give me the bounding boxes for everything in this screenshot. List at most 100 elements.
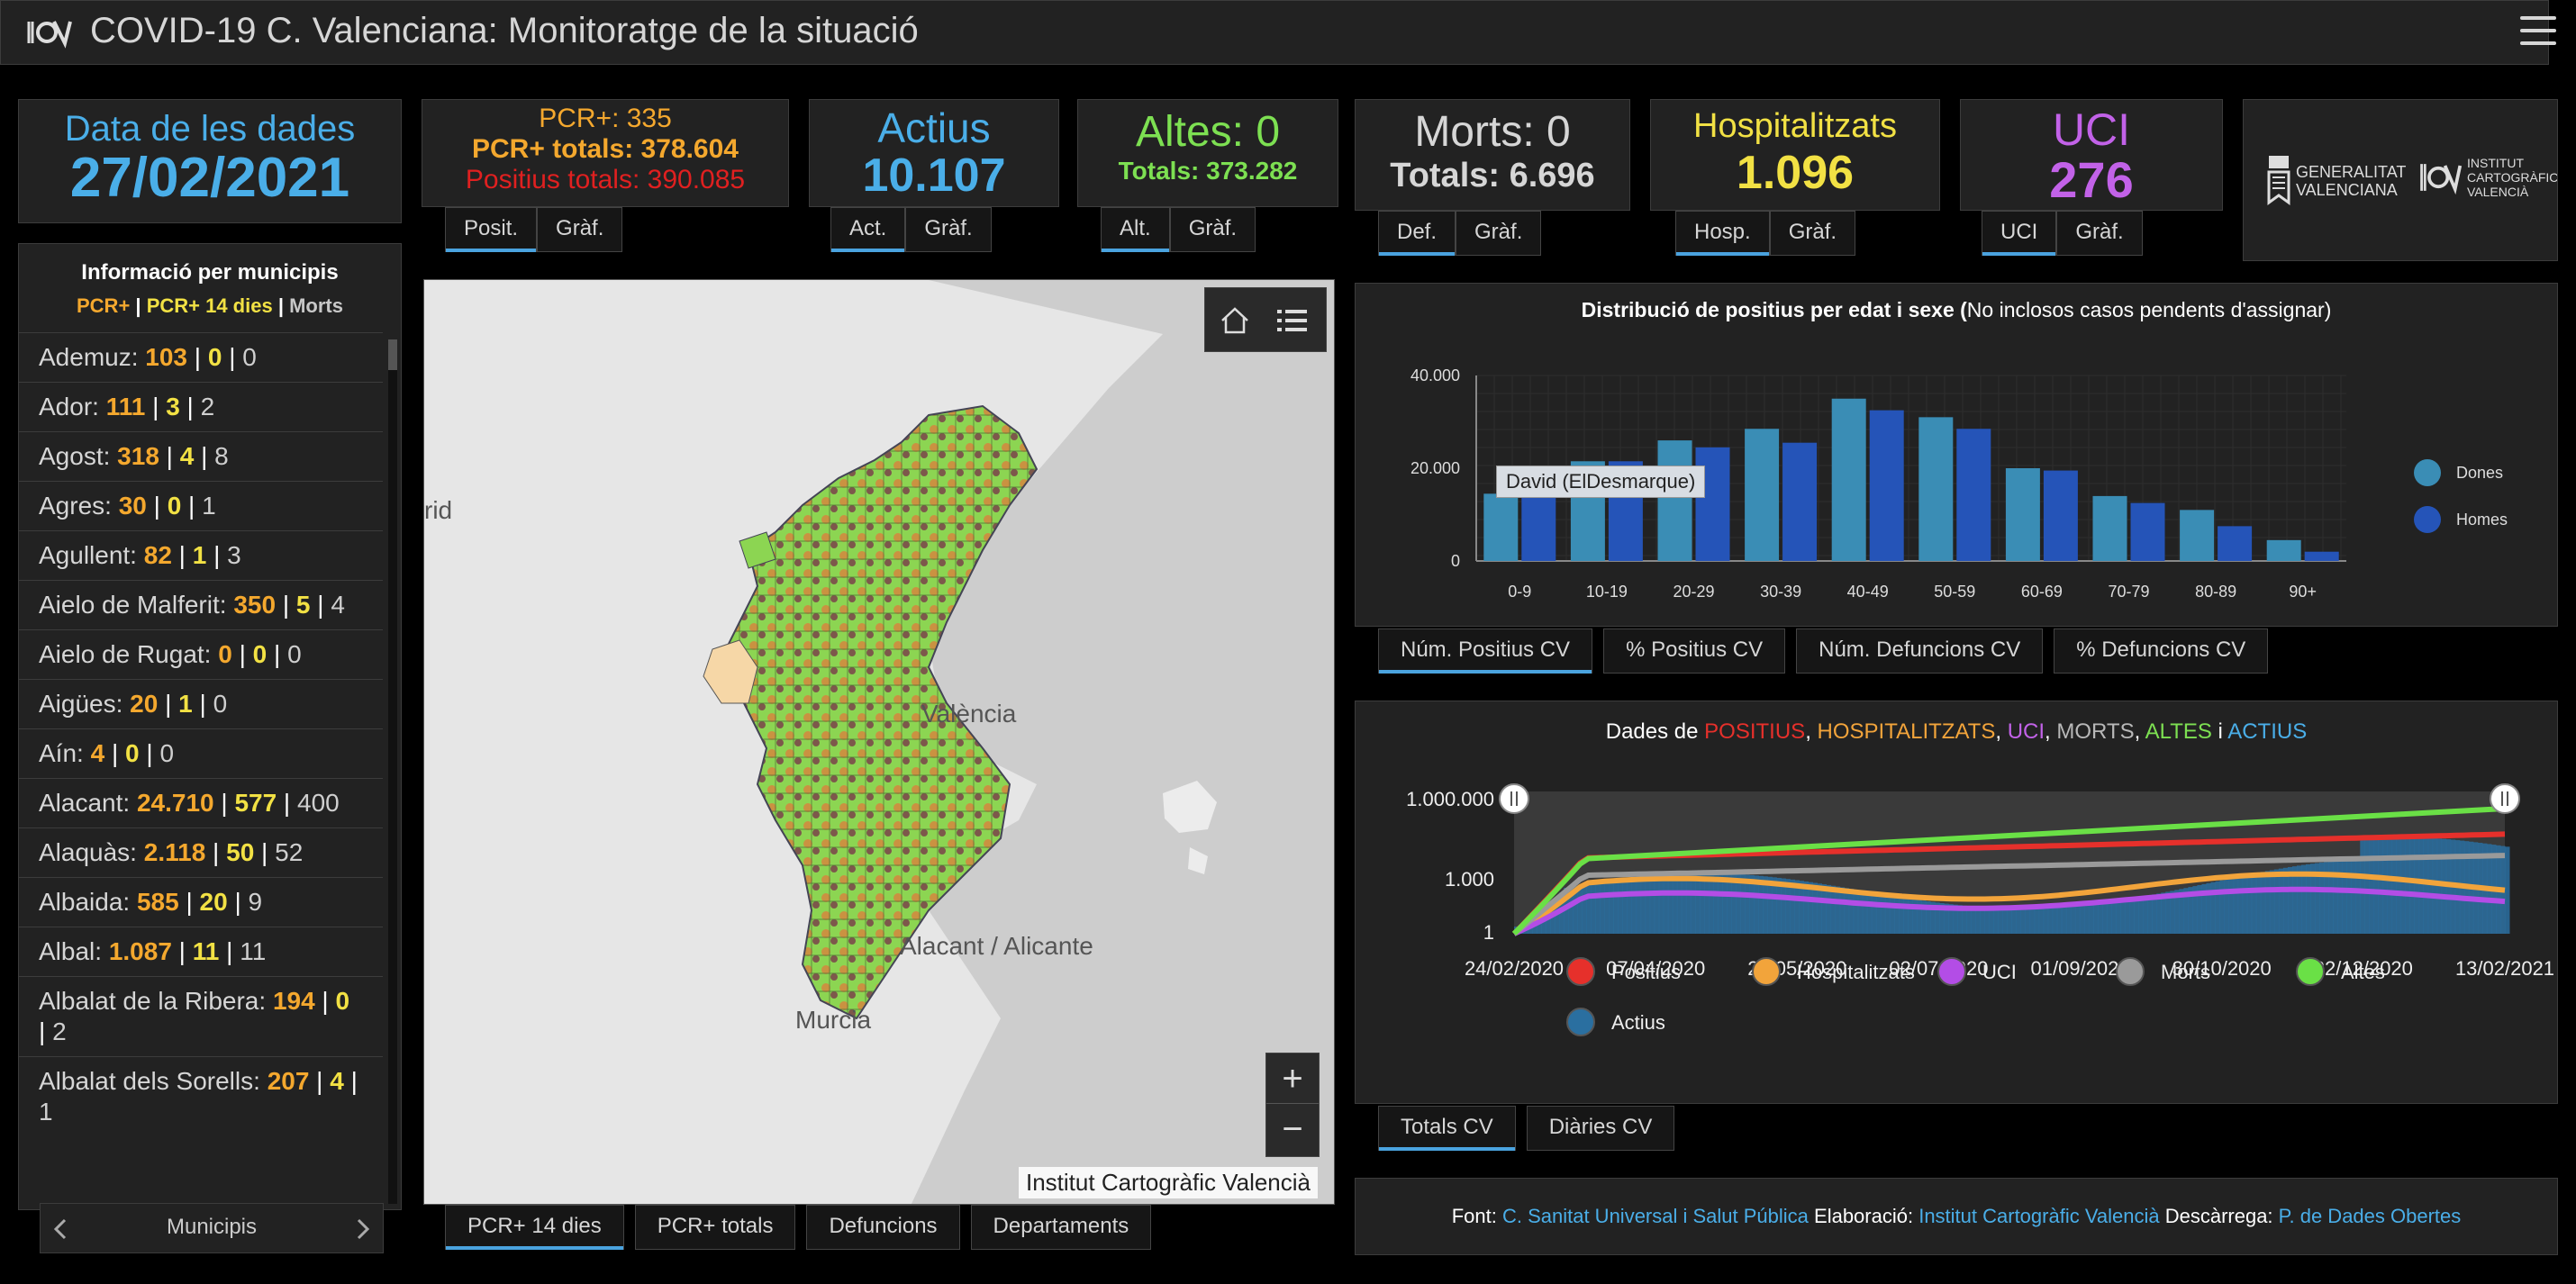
- tab-uci[interactable]: UCI: [1982, 211, 2057, 256]
- footer-desc-link[interactable]: P. de Dades Obertes: [2278, 1205, 2462, 1227]
- actius-bar: [2038, 908, 2045, 934]
- actius-bar: [2396, 836, 2401, 934]
- municipis-scrollbar[interactable]: [388, 339, 397, 1204]
- actius-bar: [1546, 906, 1551, 934]
- tab-diaries-cv[interactable]: Diàries CV: [1526, 1106, 1675, 1151]
- legend-dot-hospitalitzats: [1752, 957, 1781, 986]
- actius-bar: [1848, 889, 1855, 934]
- gva-line1: GENERALITAT: [2296, 163, 2407, 181]
- municipi-pcr: 82: [143, 541, 172, 569]
- tab-graf-def[interactable]: Gràf.: [1456, 211, 1542, 256]
- actius-bar: [1586, 883, 1592, 934]
- tab-graf-act[interactable]: Gràf.: [905, 207, 992, 252]
- title-uci: UCI: [2007, 719, 2045, 744]
- actius-bar: [2170, 891, 2175, 934]
- legend-dot-homes: [2414, 506, 2441, 533]
- list-item[interactable]: Agres: 30 | 0 | 1: [19, 481, 383, 530]
- zoom-out-button[interactable]: −: [1282, 1109, 1303, 1149]
- actius-bar: [1649, 874, 1655, 934]
- tab-pcr-totals[interactable]: PCR+ totals: [634, 1205, 796, 1250]
- list-item[interactable]: Aielo de Malferit: 350 | 5 | 4: [19, 580, 383, 629]
- tab-pct-defuncions[interactable]: % Defuncions CV: [2054, 628, 2269, 674]
- map-view[interactable]: rid València Alacant / Alicante Murcia +…: [423, 279, 1335, 1205]
- actius-bar: [2246, 874, 2253, 934]
- tab-pct-positius[interactable]: % Positius CV: [1603, 628, 1786, 674]
- actius-bar: [1618, 878, 1624, 934]
- list-item[interactable]: Aielo de Rugat: 0 | 0 | 0: [19, 629, 383, 679]
- actius-bar: [1884, 894, 1891, 934]
- list-item[interactable]: Alaquàs: 2.118 | 50 | 52: [19, 827, 383, 877]
- actius-bar: [2282, 867, 2289, 934]
- range-handle-left: [1499, 783, 1529, 814]
- list-item[interactable]: Albaida: 585 | 20 | 9: [19, 877, 383, 927]
- actius-bar: [1889, 895, 1895, 934]
- actius-bar: [2296, 865, 2302, 934]
- bar-chart: 0 20.000 40.000 0-9 10-19 20-29 30-39 40-49 50-5…: [1410, 366, 2508, 601]
- legend-sep-2: |: [272, 294, 290, 317]
- legend-list-icon[interactable]: [1277, 308, 1308, 333]
- municipi-morts: 2: [200, 393, 215, 420]
- municipi-morts: 9: [248, 888, 263, 916]
- bar-homes: [2130, 502, 2165, 561]
- list-item[interactable]: Albal: 1.087 | 11 | 11: [19, 927, 383, 976]
- list-item[interactable]: Albalat dels Sorells: 207 | 4 | 1: [19, 1056, 383, 1136]
- tab-alt[interactable]: Alt.: [1101, 207, 1170, 252]
- actius-bar: [1745, 874, 1750, 934]
- actius-bar: [2188, 887, 2193, 934]
- list-item[interactable]: Agost: 318 | 4 | 8: [19, 431, 383, 481]
- municipi-morts: 3: [227, 541, 241, 569]
- tab-graf-alt[interactable]: Gràf.: [1169, 207, 1256, 252]
- tab-act[interactable]: Act.: [830, 207, 906, 252]
- list-item[interactable]: Ademuz: 103 | 0 | 0: [19, 332, 383, 382]
- footer-elab-link[interactable]: Institut Cartogràfic Valencià: [1918, 1205, 2160, 1227]
- actius-bar: [1667, 873, 1673, 934]
- tab-num-positius[interactable]: Núm. Positius CV: [1378, 628, 1593, 674]
- actius-bar: [1681, 873, 1687, 934]
- bar-dones: [1918, 417, 1954, 561]
- timeline-title-prefix: Dades de: [1605, 719, 1705, 744]
- list-item[interactable]: Ador: 111 | 3 | 2: [19, 382, 383, 431]
- list-item[interactable]: Albalat de la Ribera: 194 | 0 | 2: [19, 976, 383, 1056]
- footer-elab-label: Elaboració:: [1808, 1205, 1919, 1227]
- municipi-pcr: 103: [145, 343, 187, 371]
- home-icon[interactable]: [1220, 306, 1250, 335]
- tab-departaments[interactable]: Departaments: [970, 1205, 1152, 1250]
- tab-pcr14[interactable]: PCR+ 14 dies: [445, 1205, 624, 1250]
- actius-bar: [2378, 836, 2383, 934]
- actius-bar: [1794, 880, 1800, 934]
- actius-bar: [1559, 892, 1565, 934]
- tab-hosp[interactable]: Hosp.: [1675, 211, 1770, 256]
- tab-def[interactable]: Def.: [1378, 211, 1456, 256]
- tab-defuncions[interactable]: Defuncions: [806, 1205, 960, 1250]
- list-item[interactable]: Alacant: 24.710 | 577 | 400: [19, 778, 383, 827]
- municipi-pcr14: 0: [207, 343, 222, 371]
- hamburger-menu-icon[interactable]: [2520, 16, 2556, 49]
- mallorca: [1163, 781, 1217, 833]
- zoom-in-button[interactable]: +: [1266, 1053, 1319, 1104]
- list-item[interactable]: Aigües: 20 | 1 | 0: [19, 679, 383, 728]
- municipi-morts: 400: [297, 789, 340, 817]
- chart-tooltip: David (ElDesmarque): [1496, 466, 1706, 498]
- actius-bar: [1975, 907, 1981, 934]
- actius-bar: [1636, 876, 1642, 934]
- actius-bar: [2310, 864, 2316, 934]
- tab-graf-hosp[interactable]: Gràf.: [1769, 211, 1856, 256]
- chevron-right-icon[interactable]: [356, 1218, 370, 1240]
- municipi-morts: 4: [331, 591, 345, 619]
- tab-totals-cv[interactable]: Totals CV: [1378, 1106, 1516, 1151]
- date-value: 27/02/2021: [69, 147, 350, 209]
- tab-num-defuncions[interactable]: Núm. Defuncions CV: [1796, 628, 2044, 674]
- x-tick-label: 90+: [2289, 583, 2317, 601]
- list-item[interactable]: Agullent: 82 | 1 | 3: [19, 530, 383, 580]
- tab-graf-uci[interactable]: Gràf.: [2056, 211, 2143, 256]
- footer-font-link[interactable]: C. Sanitat Universal i Salut Pública: [1501, 1205, 1809, 1227]
- legend-label-uci: UCI: [1982, 961, 2017, 983]
- tab-posit[interactable]: Posit.: [445, 207, 538, 252]
- chevron-left-icon[interactable]: [53, 1218, 68, 1240]
- legend-label-morts: Morts: [2161, 961, 2210, 983]
- tab-graf-pcr[interactable]: Gràf.: [537, 207, 623, 252]
- list-item[interactable]: Aín: 4 | 0 | 0: [19, 728, 383, 778]
- actius-bar: [1591, 882, 1596, 934]
- bar-homes: [1956, 429, 1991, 561]
- pager-label: Municipis: [166, 1215, 258, 1239]
